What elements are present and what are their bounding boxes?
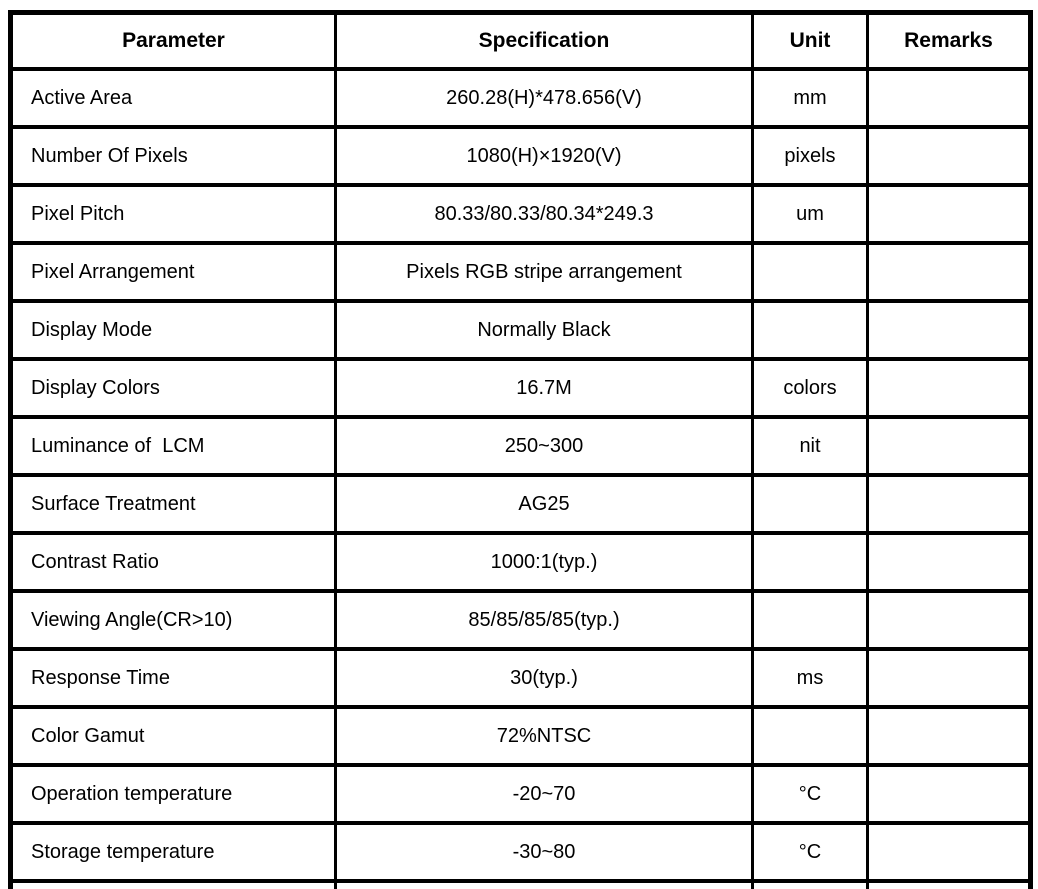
cell-unit: mm xyxy=(751,879,869,889)
spec-table-body: Active Area 260.28(H)*478.656(V) mm Number … xyxy=(9,67,1032,889)
cell-remarks xyxy=(866,67,1032,129)
cell-specification: 16.7M xyxy=(334,357,754,419)
table-row: Number Of Pixels 1080(H)×1920(V) pixels xyxy=(9,125,1032,187)
cell-parameter: Storage temperature xyxy=(9,821,337,883)
cell-unit xyxy=(751,705,869,767)
cell-remarks xyxy=(866,241,1032,303)
cell-unit xyxy=(751,241,869,303)
spec-table-header: Parameter Specification Unit Remarks xyxy=(9,10,1032,71)
cell-unit: mm xyxy=(751,67,869,129)
cell-specification: 250~300 xyxy=(334,415,754,477)
cell-remarks xyxy=(866,705,1032,767)
table-row: Luminance of LCM 250~300 nit xyxy=(9,415,1032,477)
cell-specification: -30~80 xyxy=(334,821,754,883)
cell-parameter: Color Gamut xyxy=(9,705,337,767)
cell-specification: AG25 xyxy=(334,473,754,535)
cell-unit: ms xyxy=(751,647,869,709)
cell-parameter: Display Mode xyxy=(9,299,337,361)
table-row: Response Time 30(typ.) ms xyxy=(9,647,1032,709)
cell-specification: -20~70 xyxy=(334,763,754,825)
cell-unit: pixels xyxy=(751,125,869,187)
cell-remarks xyxy=(866,763,1032,825)
cell-remarks xyxy=(866,473,1032,535)
cell-specification: 1000:1(typ.) xyxy=(334,531,754,593)
cell-parameter: Response Time xyxy=(9,647,337,709)
cell-parameter: Contrast Ratio xyxy=(9,531,337,593)
cell-parameter: Number Of Pixels xyxy=(9,125,337,187)
cell-remarks xyxy=(866,531,1032,593)
table-row: Operation temperature -20~70 °C xyxy=(9,763,1032,825)
table-row: Surface Treatment AG25 xyxy=(9,473,1032,535)
cell-remarks xyxy=(866,415,1032,477)
cell-specification: 260.28(H)*478.656(V) xyxy=(334,67,754,129)
cell-specification: 267.28*489.956 xyxy=(334,879,754,889)
cell-specification: 80.33/80.33/80.34*249.3 xyxy=(334,183,754,245)
cell-unit xyxy=(751,531,869,593)
cell-parameter: Active Area xyxy=(9,67,337,129)
cell-remarks xyxy=(866,879,1032,889)
cell-parameter: Viewing Angle(CR>10) xyxy=(9,589,337,651)
cell-specification: 30(typ.) xyxy=(334,647,754,709)
cell-unit: um xyxy=(751,183,869,245)
cell-remarks xyxy=(866,647,1032,709)
table-row: Color Gamut 72%NTSC xyxy=(9,705,1032,767)
table-row: Active Area 260.28(H)*478.656(V) mm xyxy=(9,67,1032,129)
cell-remarks xyxy=(866,125,1032,187)
cell-remarks xyxy=(866,183,1032,245)
cell-parameter: Panel outline xyxy=(9,879,337,889)
table-row: Pixel Pitch 80.33/80.33/80.34*249.3 um xyxy=(9,183,1032,245)
table-row: Viewing Angle(CR>10) 85/85/85/85(typ.) xyxy=(9,589,1032,651)
header-cell-specification: Specification xyxy=(334,10,754,71)
cell-remarks xyxy=(866,589,1032,651)
table-row: Display Mode Normally Black xyxy=(9,299,1032,361)
cell-unit: nit xyxy=(751,415,869,477)
cell-parameter: Display Colors xyxy=(9,357,337,419)
cell-unit: °C xyxy=(751,763,869,825)
header-cell-unit: Unit xyxy=(751,10,869,71)
cell-remarks xyxy=(866,357,1032,419)
table-row: Storage temperature -30~80 °C xyxy=(9,821,1032,883)
cell-specification: Pixels RGB stripe arrangement xyxy=(334,241,754,303)
header-cell-remarks: Remarks xyxy=(866,10,1032,71)
cell-specification: 85/85/85/85(typ.) xyxy=(334,589,754,651)
spec-table: Parameter Specification Unit Remarks Act… xyxy=(8,10,1033,889)
cell-specification: 1080(H)×1920(V) xyxy=(334,125,754,187)
cell-parameter: Pixel Pitch xyxy=(9,183,337,245)
cell-specification: 72%NTSC xyxy=(334,705,754,767)
cell-parameter: Luminance of LCM xyxy=(9,415,337,477)
cell-specification: Normally Black xyxy=(334,299,754,361)
cell-parameter: Pixel Arrangement xyxy=(9,241,337,303)
table-row: Contrast Ratio 1000:1(typ.) xyxy=(9,531,1032,593)
cell-remarks xyxy=(866,299,1032,361)
cell-parameter: Surface Treatment xyxy=(9,473,337,535)
cell-unit: °C xyxy=(751,821,869,883)
header-cell-parameter: Parameter xyxy=(9,10,337,71)
cell-unit xyxy=(751,589,869,651)
cell-unit xyxy=(751,299,869,361)
table-row: Panel outline267.28*489.956mm xyxy=(9,879,1032,889)
table-row: Display Colors 16.7M colors xyxy=(9,357,1032,419)
header-row: Parameter Specification Unit Remarks xyxy=(9,10,1032,71)
cell-parameter: Operation temperature xyxy=(9,763,337,825)
cell-unit xyxy=(751,473,869,535)
cell-unit: colors xyxy=(751,357,869,419)
cell-remarks xyxy=(866,821,1032,883)
table-row: Pixel Arrangement Pixels RGB stripe arran… xyxy=(9,241,1032,303)
